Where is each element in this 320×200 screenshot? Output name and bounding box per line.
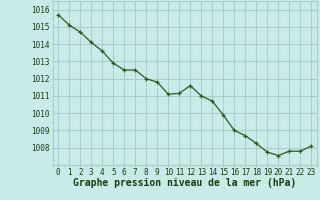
X-axis label: Graphe pression niveau de la mer (hPa): Graphe pression niveau de la mer (hPa) (73, 178, 296, 188)
